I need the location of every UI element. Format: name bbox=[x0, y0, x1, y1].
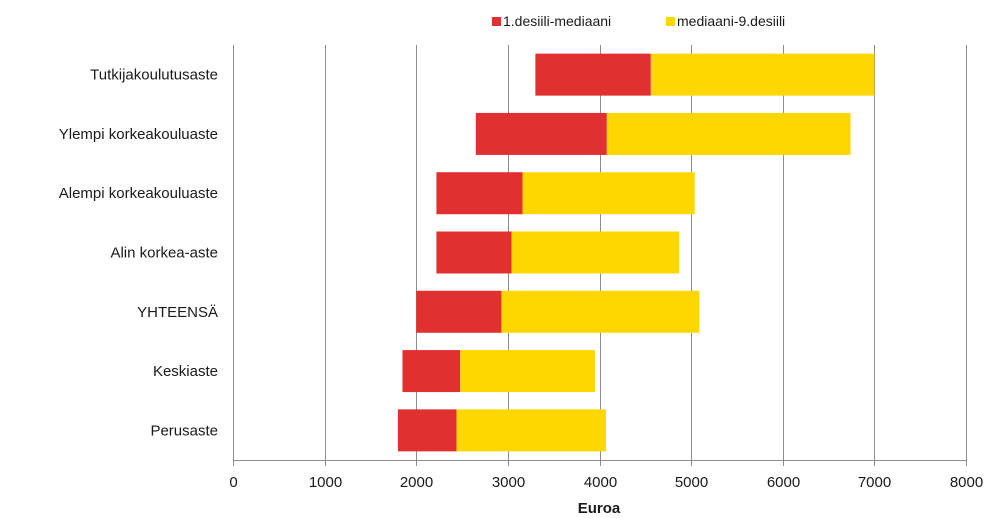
x-tick-label: 5000 bbox=[675, 474, 708, 491]
bar-segment-series-1 bbox=[436, 172, 523, 215]
bar-segment-series-2 bbox=[460, 350, 595, 393]
category-label: Ylempi korkeakouluaste bbox=[59, 126, 218, 143]
bar-segment-series-1 bbox=[436, 231, 512, 274]
bar-segment-series-2 bbox=[606, 112, 851, 155]
bars bbox=[397, 53, 875, 452]
bar-segment-series-1 bbox=[535, 53, 651, 96]
bar-segment-series-2 bbox=[650, 53, 875, 96]
category-label: Tutkijakoulutusaste bbox=[90, 67, 218, 84]
x-tick-label: 1000 bbox=[309, 474, 342, 491]
category-label: YHTEENSÄ bbox=[137, 304, 218, 321]
legend-swatch-2 bbox=[666, 17, 675, 26]
bar-segment-series-1 bbox=[475, 112, 607, 155]
bar-segment-series-2 bbox=[456, 409, 606, 452]
category-label: Perusaste bbox=[150, 422, 218, 439]
bar-segment-series-1 bbox=[397, 409, 457, 452]
legend: 1.desiili-mediaani mediaani-9.desiili bbox=[492, 13, 785, 29]
bar-segment-series-2 bbox=[501, 290, 700, 333]
category-label: Alin korkea-aste bbox=[110, 245, 218, 262]
legend-label-2: mediaani-9.desiili bbox=[677, 13, 785, 29]
legend-label-1: 1.desiili-mediaani bbox=[503, 13, 611, 29]
category-label: Keskiaste bbox=[153, 363, 218, 380]
bar-segment-series-1 bbox=[416, 290, 502, 333]
bar-segment-series-2 bbox=[522, 172, 695, 215]
x-tick-label: 4000 bbox=[584, 474, 617, 491]
category-label: Alempi korkeakouluaste bbox=[59, 185, 218, 202]
x-tick-label: 7000 bbox=[858, 474, 891, 491]
category-labels: Tutkijakoulutusaste Ylempi korkeakouluast… bbox=[59, 67, 218, 440]
x-tick-label: 6000 bbox=[767, 474, 800, 491]
x-axis-title: Euroa bbox=[578, 500, 621, 517]
x-tick-label: 3000 bbox=[492, 474, 525, 491]
bar-segment-series-2 bbox=[511, 231, 680, 274]
x-tick-label: 8000 bbox=[950, 474, 983, 491]
x-axis: 0 1000 2000 3000 4000 5000 6000 7000 8000 bbox=[229, 45, 983, 491]
bar-segment-series-1 bbox=[402, 350, 461, 393]
legend-swatch-1 bbox=[492, 17, 501, 26]
x-tick-label: 2000 bbox=[400, 474, 433, 491]
x-tick-label: 0 bbox=[229, 474, 237, 491]
